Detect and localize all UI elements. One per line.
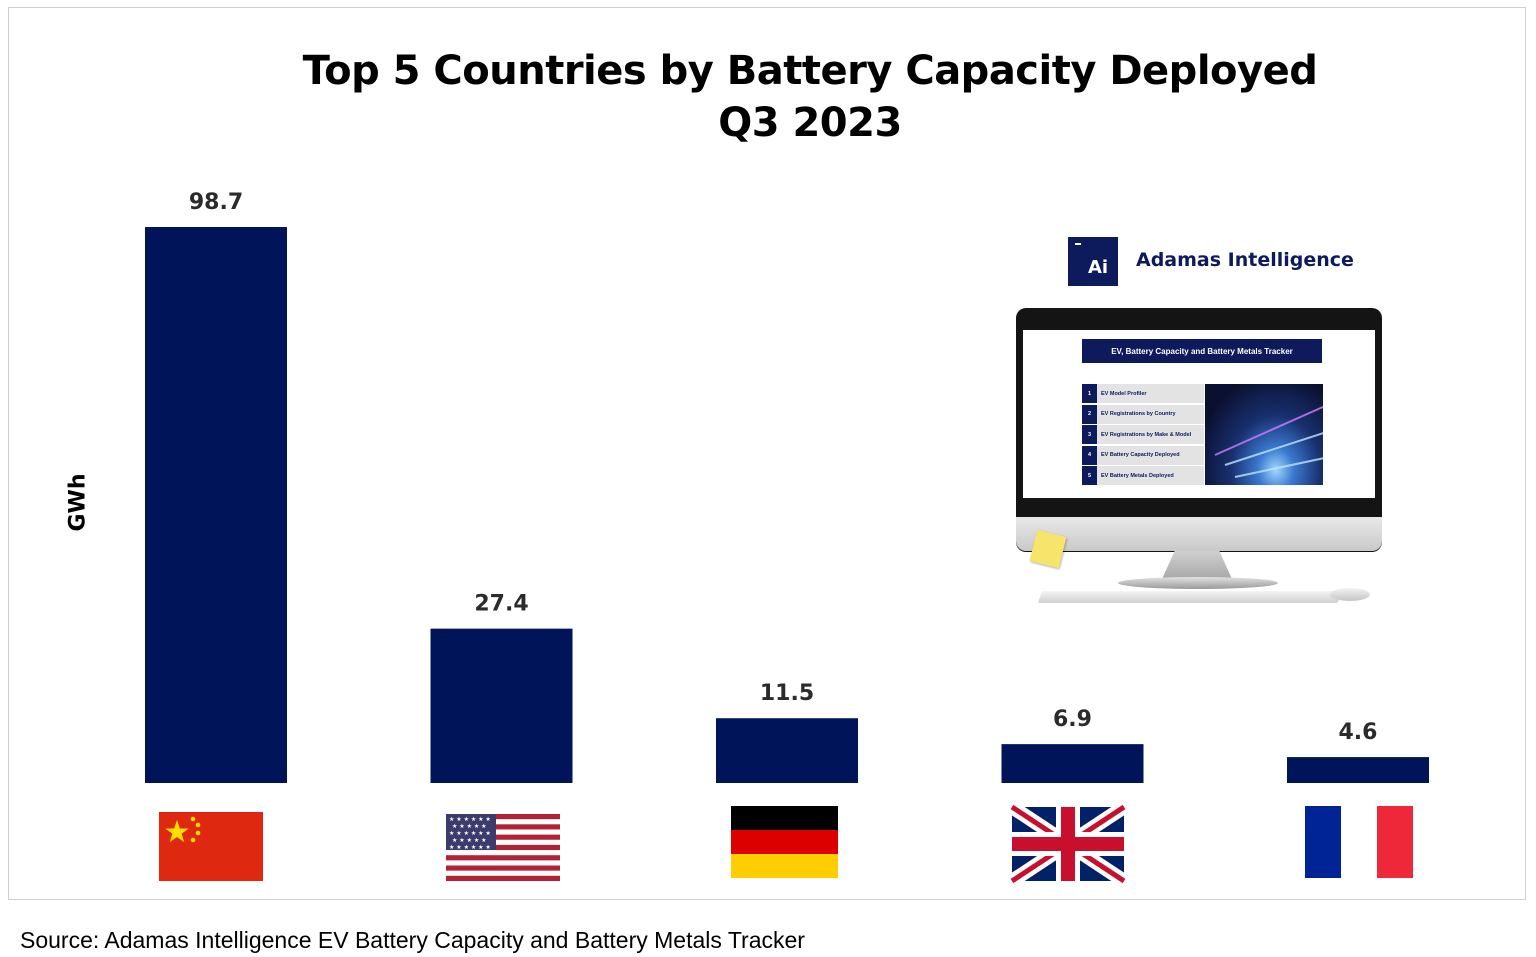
adamas-logo: Ai — [1068, 237, 1118, 286]
svg-text:★ ★ ★ ★ ★ ★: ★ ★ ★ ★ ★ ★ — [449, 830, 491, 837]
mouse-icon — [1330, 588, 1370, 601]
svg-text:★ ★ ★ ★ ★: ★ ★ ★ ★ ★ — [452, 823, 487, 830]
svg-text:★ ★ ★ ★ ★ ★: ★ ★ ★ ★ ★ ★ — [449, 816, 491, 823]
chart-title: Top 5 Countries by Battery Capacity Depl… — [302, 48, 1318, 94]
keyboard-icon — [1037, 591, 1343, 603]
brand-name: Adamas Intelligence — [1136, 249, 1354, 271]
monitor-stand — [1162, 551, 1232, 579]
france-flag-icon — [1305, 806, 1413, 878]
svg-text:★ ★ ★ ★ ★ ★: ★ ★ ★ ★ ★ ★ — [449, 844, 491, 851]
china-flag-icon — [159, 812, 263, 881]
screen-title: EV, Battery Capacity and Battery Metals … — [1082, 339, 1322, 363]
data-label: 11.5 — [760, 681, 814, 706]
menu-item: 3 EV Registrations by Make & Model — [1082, 425, 1204, 445]
bar-united-states — [430, 628, 573, 783]
menu-item: 1 EV Model Profiler — [1082, 384, 1204, 403]
city-night-photo — [1205, 384, 1323, 485]
source-note: Source: Adamas Intelligence EV Battery C… — [20, 927, 805, 953]
uk-flag-icon — [1008, 801, 1128, 887]
bar-united-kingdom — [1001, 744, 1144, 783]
bar-china — [145, 227, 287, 783]
bar-germany — [716, 718, 858, 783]
chart-subtitle: Q3 2023 — [718, 100, 902, 146]
menu-item: 4 EV Battery Capacity Deployed — [1082, 445, 1204, 465]
bar-france — [1287, 757, 1429, 783]
logo-text: Ai — [1088, 257, 1109, 278]
menu-item: 5 EV Battery Metals Deployed — [1082, 466, 1204, 486]
data-label: 6.9 — [1053, 707, 1092, 732]
data-label: 98.7 — [189, 190, 243, 215]
screen-menu: 1 EV Model Profiler 2 EV Registrations by … — [1082, 384, 1204, 487]
monitor-chin — [1016, 517, 1382, 551]
svg-text:★ ★ ★ ★ ★: ★ ★ ★ ★ ★ — [452, 837, 487, 844]
monitor-base — [1118, 577, 1278, 589]
data-label: 27.4 — [474, 592, 528, 617]
menu-item: 2 EV Registrations by Country — [1082, 404, 1204, 424]
data-label: 4.6 — [1339, 720, 1378, 745]
germany-flag-icon — [731, 806, 838, 878]
usa-flag-icon: ★ ★ ★ ★ ★ ★ ★ ★ ★ ★ ★ ★ ★ ★ ★ ★ ★ ★ ★ ★ … — [446, 814, 560, 881]
